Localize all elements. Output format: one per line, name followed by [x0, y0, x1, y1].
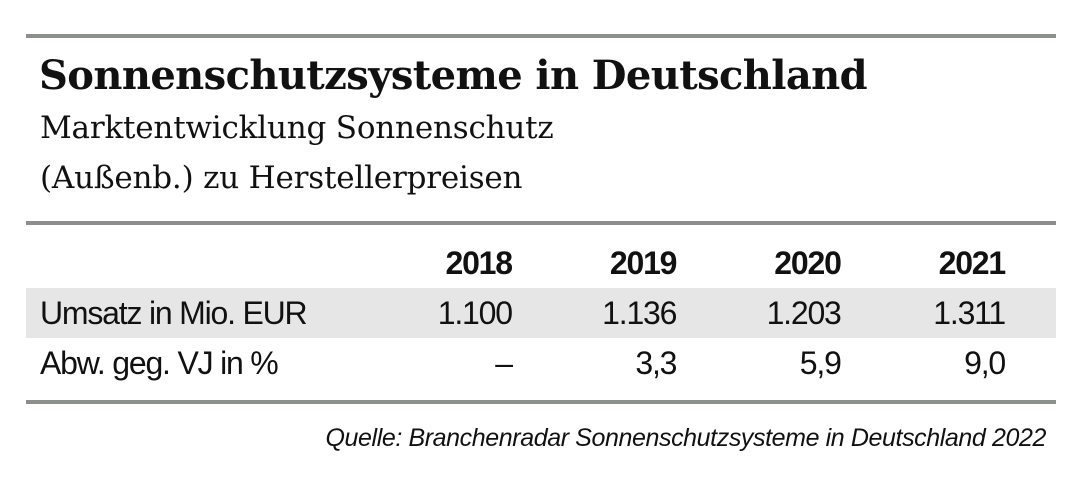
data-table: 2018 2019 2020 2021 Umsatz in Mio. EUR 1… [26, 238, 1056, 388]
header-rule [26, 221, 1056, 225]
subtitle-line-1: Marktentwicklung Sonnenschutz [40, 110, 554, 146]
subtitle-line-2: (Außenb.) zu Herstellerpreisen [40, 160, 523, 196]
chart-title: Sonnenschutzsysteme in Deutschland [39, 52, 868, 99]
header-empty [26, 238, 347, 288]
cell: 1.136 [511, 288, 677, 338]
cell: 3,3 [635, 344, 677, 381]
source-note: Quelle: Branchenradar Sonnenschutzsystem… [325, 424, 1047, 452]
column-header-2020: 2020 [774, 244, 842, 281]
cell: 9,0 [964, 344, 1006, 381]
top-rule [26, 34, 1056, 38]
header-row: 2018 2019 2020 2021 [26, 238, 1056, 288]
row-label: Umsatz in Mio. EUR [26, 288, 348, 338]
row-label: Abw. geg. VJ in % [40, 344, 279, 381]
cell: 1.100 [347, 288, 513, 338]
cell: – [495, 344, 513, 381]
bottom-rule [26, 400, 1056, 404]
cell: 5,9 [799, 344, 842, 381]
table-row-abweichung: Abw. geg. VJ in % – 3,3 5,9 9,0 [26, 338, 1056, 388]
cell: 1.203 [676, 288, 842, 338]
column-header-2018: 2018 [445, 244, 513, 281]
table-row-umsatz: Umsatz in Mio. EUR 1.100 1.136 1.203 1.3… [26, 288, 1056, 338]
column-header-2021: 2021 [938, 244, 1007, 281]
cell: 1.311 [840, 288, 1056, 338]
column-header-2019: 2019 [609, 244, 678, 281]
